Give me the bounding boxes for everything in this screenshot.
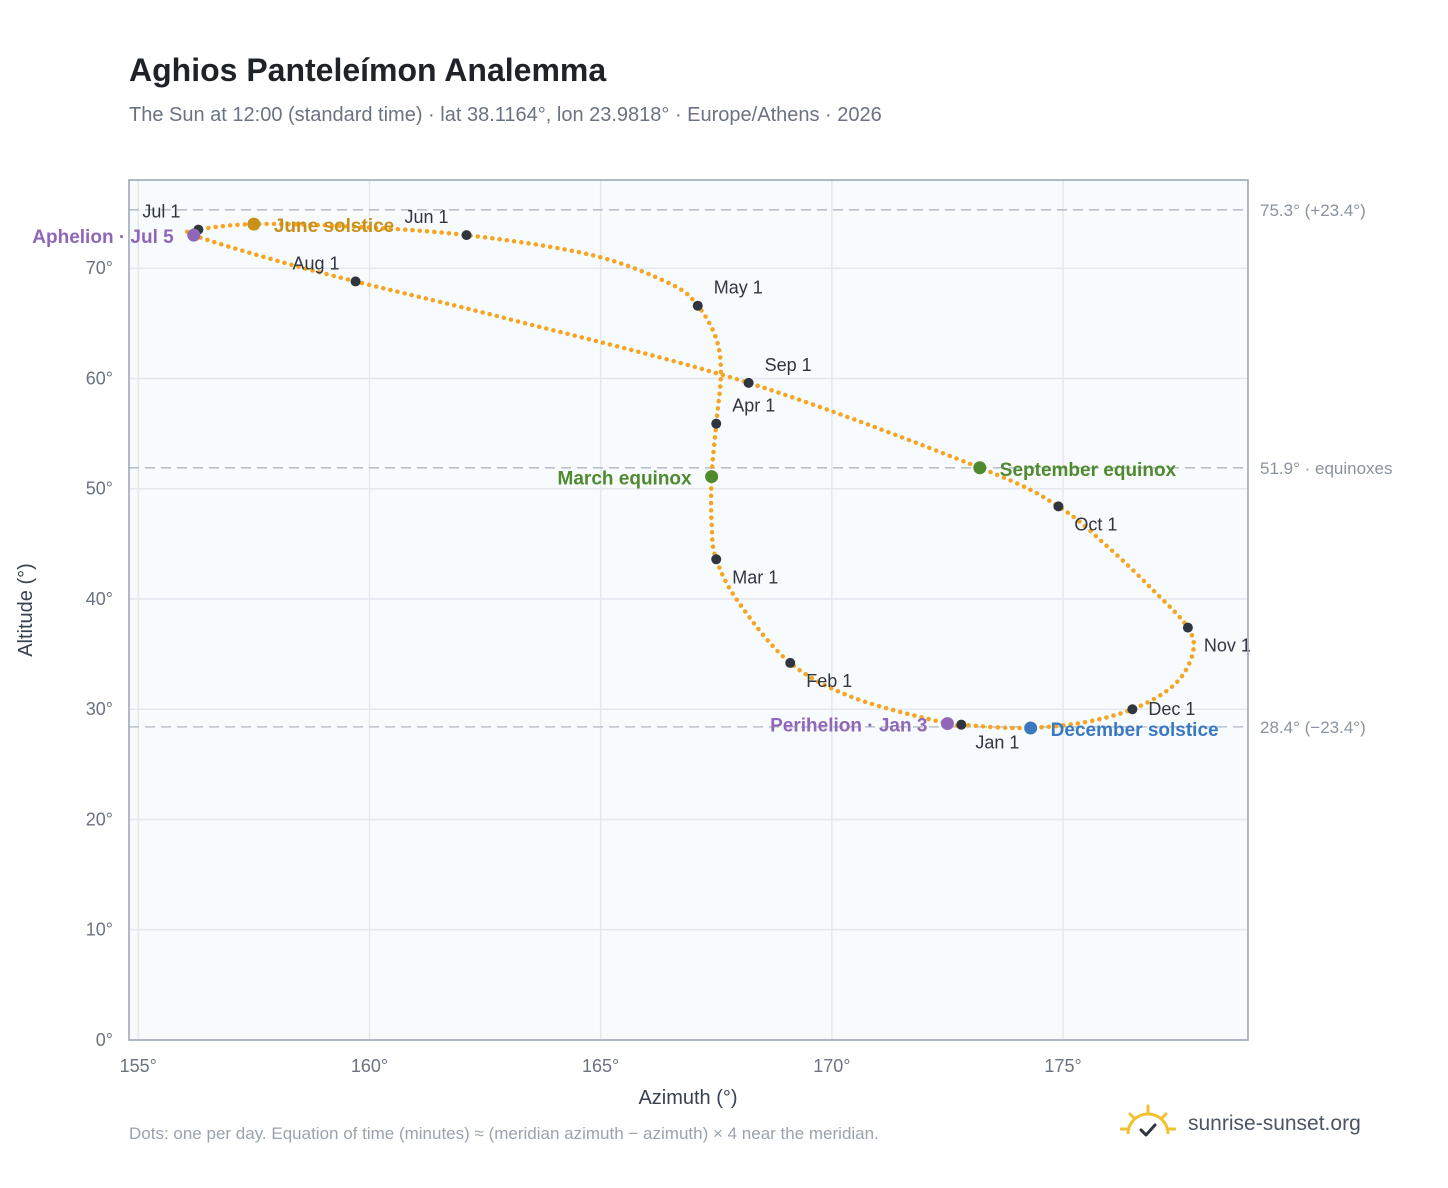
month-marker-mar-1 [711, 554, 722, 565]
chart-subtitle: The Sun at 12:00 (standard time) · lat 3… [129, 104, 882, 126]
month-label-feb-1: Feb 1 [806, 671, 852, 691]
month-marker-apr-1 [711, 418, 722, 429]
month-marker-oct-1 [1053, 501, 1064, 512]
month-label-mar-1: Mar 1 [732, 567, 778, 587]
brand[interactable]: sunrise-sunset.org [1120, 1102, 1361, 1146]
y-tick-label: 0° [96, 1030, 113, 1050]
month-label-oct-1: Oct 1 [1074, 514, 1117, 534]
event-marker-perihelion-jan-3 [940, 717, 954, 731]
event-label-march-equinox: March equinox [558, 469, 693, 490]
month-marker-nov-1 [1182, 622, 1193, 633]
y-tick-label: 10° [86, 920, 113, 940]
month-label-aug-1: Aug 1 [293, 253, 340, 273]
plot-area [129, 180, 1248, 1040]
month-markers: Jan 1 Feb 1 Mar 1 Apr 1 May 1 Jun 1 Jul 1 Aug 1… [142, 202, 1251, 753]
reference-line-label: 51.9° · equinoxes [1260, 459, 1393, 478]
x-axis-label: Azimuth (°) [638, 1087, 737, 1109]
plot-border [128, 179, 1249, 1041]
reference-line-label: 28.4° (−23.4°) [1260, 718, 1366, 737]
month-marker-dec-1 [1127, 704, 1138, 715]
reference-line-label: 75.3° (+23.4°) [1260, 201, 1366, 220]
month-marker-jan-1 [956, 719, 967, 730]
y-tick-label: 50° [86, 479, 113, 499]
month-marker-jun-1 [461, 230, 472, 241]
event-marker-june-solstice [247, 217, 261, 231]
month-marker-may-1 [692, 300, 703, 311]
x-tick-label: 155° [120, 1056, 157, 1076]
event-label-september-equinox: September equinox [1000, 460, 1177, 481]
event-label-december-solstice: December solstice [1051, 720, 1219, 741]
analemma-curve [184, 221, 1197, 731]
month-marker-feb-1 [785, 657, 796, 668]
footnote: Dots: one per day. Equation of time (min… [129, 1124, 879, 1143]
sun-check-icon [1120, 1104, 1176, 1137]
month-marker-sep-1 [743, 377, 754, 388]
event-marker-september-equinox [973, 461, 987, 475]
month-label-nov-1: Nov 1 [1204, 636, 1251, 656]
event-marker-march-equinox [705, 470, 719, 484]
x-tick-label: 170° [813, 1056, 850, 1076]
y-tick-label: 30° [86, 699, 113, 719]
event-marker-aphelion-jul-5 [187, 228, 201, 242]
brand-name: sunrise-sunset.org [1188, 1112, 1361, 1135]
event-label-aphelion-jul-5: Aphelion · Jul 5 [32, 227, 174, 248]
month-label-apr-1: Apr 1 [732, 396, 775, 416]
y-axis-label: Altitude (°) [15, 563, 37, 657]
x-tick-label: 160° [351, 1056, 388, 1076]
month-label-dec-1: Dec 1 [1148, 699, 1195, 719]
x-tick-label: 175° [1044, 1056, 1081, 1076]
month-label-jan-1: Jan 1 [975, 733, 1019, 753]
axis-ticks: 155° 160° 165° 170° 175° 0° 10° 20° 30° 40° 50° 60°… [86, 258, 1082, 1076]
reference-lines: 75.3° (+23.4°) 51.9° · equinoxes 28.4° (−2… [129, 201, 1393, 737]
month-label-jun-1: Jun 1 [405, 207, 449, 227]
event-label-june-solstice: June solstice [274, 216, 394, 237]
y-tick-label: 20° [86, 809, 113, 829]
month-label-jul-1: Jul 1 [142, 202, 180, 222]
daily-sun-positions [184, 221, 1197, 731]
y-tick-label: 40° [86, 589, 113, 609]
month-label-may-1: May 1 [714, 278, 763, 298]
y-tick-label: 60° [86, 368, 113, 388]
event-markers: June solstice September equinox March equi… [32, 216, 1218, 741]
month-label-sep-1: Sep 1 [765, 355, 812, 375]
y-tick-label: 70° [86, 258, 113, 278]
month-marker-aug-1 [350, 276, 361, 287]
event-label-perihelion-jan-3: Perihelion · Jan 3 [770, 716, 927, 737]
x-tick-label: 165° [582, 1056, 619, 1076]
event-marker-december-solstice [1024, 721, 1038, 735]
chart-title: Aghios Panteleímon Analemma [129, 52, 607, 88]
